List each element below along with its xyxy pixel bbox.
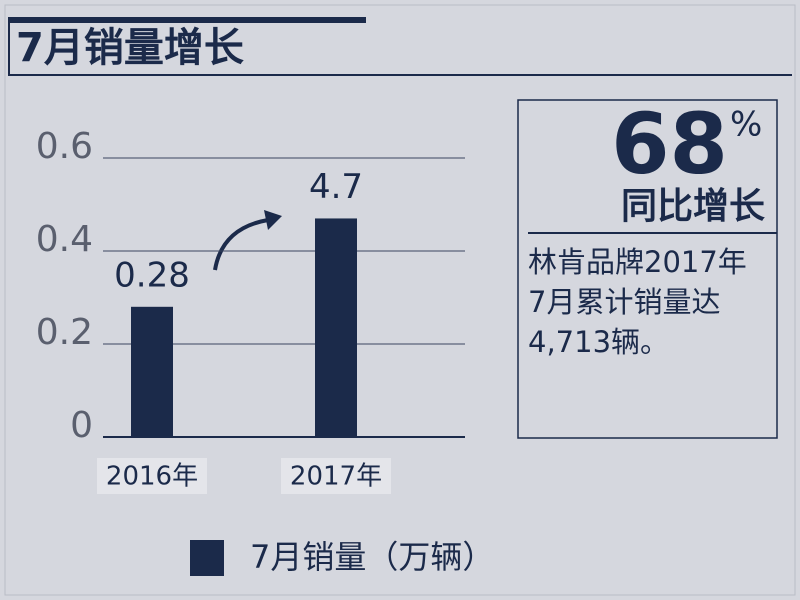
x-tick-label: 2016年 (106, 462, 198, 492)
callout-number: 68 (611, 95, 728, 193)
y-tick-label: 0 (70, 405, 93, 446)
arrow-head (264, 210, 282, 230)
data-label: 4.7 (309, 167, 363, 207)
callout-line: 林肯品牌2017年 (528, 245, 747, 279)
callout-unit: % (730, 105, 762, 145)
legend-label: 7月销量（万辆） (250, 538, 494, 576)
x-tick-bg (281, 458, 391, 494)
x-tick-label: 2017年 (290, 462, 382, 492)
callout-box (517, 99, 778, 439)
callout-line: 7月累计销量达 (528, 285, 720, 319)
bar (315, 218, 357, 437)
data-label: 0.28 (114, 255, 190, 295)
arrow (213, 218, 269, 271)
frame (4, 4, 796, 596)
callout-caption: 同比增长 (621, 186, 765, 227)
legend-swatch (190, 540, 224, 576)
bar (131, 306, 173, 437)
callout-line: 4,713辆。 (528, 325, 669, 359)
chart-title: 7月销量增长 (16, 25, 244, 71)
y-tick-label: 0.4 (36, 219, 93, 260)
x-tick-bg (97, 458, 207, 494)
title-bar (8, 17, 366, 23)
y-tick-label: 0.2 (36, 312, 93, 353)
y-tick-label: 0.6 (36, 126, 93, 167)
